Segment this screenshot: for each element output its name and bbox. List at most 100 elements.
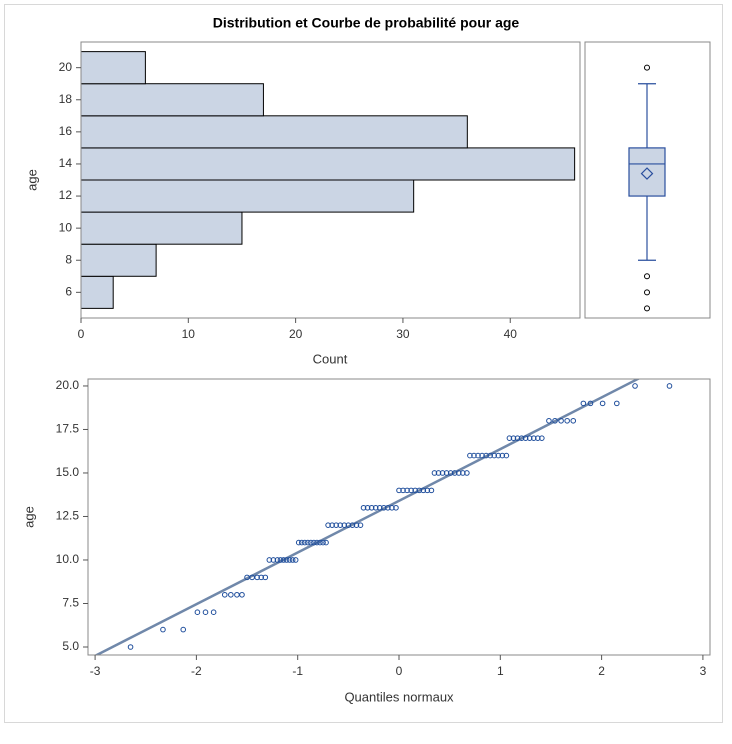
- x-tick-label: 1: [497, 664, 504, 678]
- point: [360, 504, 367, 511]
- point: [487, 452, 493, 459]
- x-tick-label: -2: [191, 664, 202, 678]
- point: [314, 539, 320, 546]
- point: [286, 557, 293, 563]
- point: [564, 417, 570, 424]
- point: [464, 470, 470, 476]
- point: [292, 557, 299, 563]
- point: [325, 522, 331, 528]
- bar: [80, 179, 415, 213]
- point: [632, 383, 638, 389]
- point: [666, 383, 673, 389]
- point: [289, 557, 296, 563]
- point: [431, 470, 438, 476]
- y-tick-label: 5.0: [62, 639, 79, 653]
- y-tick-label: 6: [65, 284, 72, 298]
- plot-frame: [80, 41, 581, 319]
- x-tick-label: 2: [598, 664, 605, 678]
- point: [499, 452, 506, 459]
- point: [451, 470, 458, 476]
- x-tick-label: 0: [396, 664, 403, 678]
- point: [471, 452, 477, 459]
- point: [202, 609, 209, 615]
- point: [467, 452, 473, 459]
- bar: [80, 275, 114, 309]
- point: [546, 417, 552, 424]
- point: [277, 557, 284, 563]
- point: [160, 626, 166, 633]
- point: [317, 539, 323, 546]
- outlier: [644, 64, 650, 71]
- point: [435, 470, 442, 476]
- y-axis-label: age: [21, 506, 36, 528]
- point: [127, 644, 134, 650]
- y-tick-label: 10.0: [56, 552, 80, 566]
- bar: [80, 51, 146, 85]
- y-tick-label: 7.5: [62, 596, 79, 610]
- point: [385, 504, 391, 511]
- point: [320, 539, 326, 546]
- outlier: [644, 273, 650, 280]
- x-tick-label: 3: [700, 664, 707, 678]
- point: [570, 417, 577, 424]
- point: [295, 539, 302, 546]
- point: [491, 452, 498, 459]
- y-tick-label: 10: [59, 220, 73, 234]
- point: [364, 504, 371, 511]
- y-tick-label: 17.5: [56, 422, 80, 436]
- point: [228, 591, 234, 598]
- reference-line: [94, 379, 641, 655]
- point: [495, 452, 502, 459]
- point: [274, 557, 281, 563]
- point: [510, 435, 517, 441]
- point: [368, 504, 375, 511]
- point: [580, 400, 587, 407]
- y-axis-label: age: [24, 169, 39, 191]
- point: [280, 557, 287, 563]
- point: [254, 574, 260, 581]
- point: [514, 435, 521, 441]
- bar: [80, 211, 243, 245]
- point: [393, 504, 399, 511]
- point: [258, 574, 265, 581]
- point: [333, 522, 339, 528]
- point: [381, 504, 387, 511]
- plot-frame: [584, 41, 711, 319]
- point: [518, 435, 525, 441]
- point: [506, 435, 513, 441]
- x-tick-label: 30: [396, 327, 410, 341]
- clip-group: [94, 379, 641, 655]
- y-tick-label: 14: [59, 156, 73, 170]
- point: [266, 557, 273, 563]
- bar: [80, 83, 264, 117]
- y-tick-label: 20: [59, 60, 73, 74]
- point: [262, 574, 269, 581]
- x-tick-label: 0: [78, 327, 85, 341]
- point: [298, 539, 305, 546]
- point: [239, 591, 245, 598]
- point: [372, 504, 379, 511]
- point: [400, 487, 406, 494]
- point: [408, 487, 414, 494]
- point: [443, 470, 450, 476]
- y-tick-label: 18: [59, 92, 73, 106]
- point: [460, 470, 466, 476]
- chart-title: Distribution et Courbe de probabilité po…: [213, 15, 520, 31]
- point: [599, 400, 606, 407]
- x-tick-label: -1: [292, 664, 303, 678]
- point: [483, 452, 489, 459]
- y-tick-label: 12: [59, 188, 73, 202]
- x-axis-label: Quantiles normaux: [344, 689, 454, 704]
- point: [439, 470, 446, 476]
- point: [534, 435, 541, 441]
- bar: [80, 115, 468, 149]
- point: [420, 487, 427, 494]
- point: [424, 487, 431, 494]
- y-tick-label: 20.0: [56, 378, 80, 392]
- point: [357, 522, 364, 528]
- point: [455, 470, 462, 476]
- bar: [80, 147, 576, 181]
- x-tick-label: -3: [90, 664, 101, 678]
- outlier: [644, 289, 650, 296]
- point: [323, 539, 329, 546]
